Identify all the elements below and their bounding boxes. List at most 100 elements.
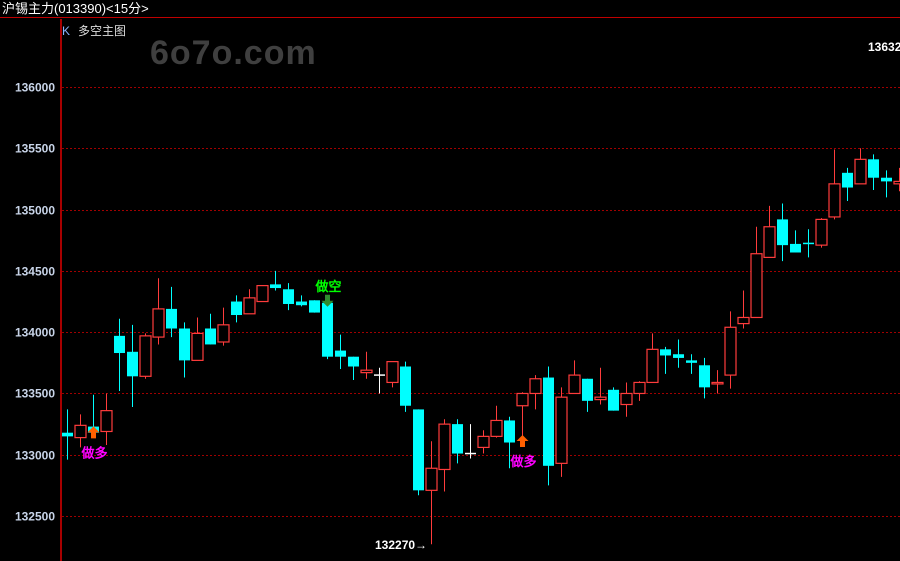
candle-body: [231, 301, 242, 316]
candle: [477, 430, 490, 454]
candle: [608, 387, 619, 411]
candle-body: [660, 349, 671, 356]
candle-body: [504, 420, 515, 443]
candle-body: [646, 348, 659, 384]
y-tick-label: 136000: [15, 81, 55, 95]
arrow-up-icon: [87, 426, 100, 439]
candle-body: [283, 289, 294, 304]
long-signal-label: 做多: [81, 445, 108, 461]
candle: [465, 424, 476, 459]
y-tick-label: 134000: [15, 326, 55, 340]
candle: [114, 318, 125, 392]
candle-body: [686, 360, 697, 363]
candle: [425, 441, 438, 545]
candle: [620, 382, 633, 417]
candle: [335, 334, 346, 369]
candle: [413, 409, 424, 496]
y-tick-label: 134500: [15, 265, 55, 279]
candle-body: [699, 365, 710, 388]
arrow-down-icon: [321, 294, 334, 307]
candle: [660, 346, 671, 374]
candle: [62, 409, 73, 460]
watermark-logo: 6o7o.com: [150, 34, 317, 72]
candle-body: [490, 419, 503, 437]
candle: [686, 354, 697, 374]
candle-body: [842, 172, 853, 188]
candle: [191, 317, 204, 361]
indicator-label[interactable]: K 多空主图: [62, 22, 126, 39]
candle-body: [608, 389, 619, 411]
candle: [452, 419, 463, 464]
candle: [243, 289, 256, 315]
candle: [296, 295, 307, 307]
short-signal-label: 做空: [315, 279, 342, 295]
candle-body: [348, 356, 359, 367]
candle: [283, 283, 294, 311]
candle-body: [803, 242, 814, 245]
candle: [270, 270, 281, 291]
candle-body: [555, 396, 568, 464]
candle: [490, 405, 503, 438]
candle-body: [620, 392, 633, 406]
candle-body: [763, 226, 776, 259]
candle-body: [74, 424, 87, 439]
candle-body: [205, 328, 216, 345]
candle-body: [477, 435, 490, 449]
candle-body: [191, 332, 204, 361]
candle: [828, 149, 841, 220]
candle: [100, 393, 113, 445]
candle-body: [582, 378, 593, 401]
candle: [529, 375, 542, 410]
candle: [724, 311, 737, 389]
candle: [815, 218, 828, 248]
candle-body: [790, 243, 801, 253]
candle: [152, 278, 165, 345]
candle-body: [139, 335, 152, 377]
candle: [699, 357, 710, 399]
candle: [881, 170, 892, 198]
candle: [231, 295, 242, 323]
candle: [790, 230, 801, 253]
indicator-k: K: [62, 24, 71, 38]
candle: [842, 167, 853, 202]
y-tick-label: 133000: [15, 449, 55, 463]
candle: [348, 356, 359, 380]
candle: [673, 339, 684, 368]
candle: [543, 366, 554, 486]
candle-body: [543, 377, 554, 466]
candle-body: [881, 177, 892, 182]
candle-body: [270, 284, 281, 289]
candle-body: [179, 328, 190, 361]
candle: [893, 167, 900, 192]
candle: [74, 414, 87, 448]
low-marker-label: 132270→: [375, 538, 427, 552]
candle-body: [100, 410, 113, 433]
candle-body: [724, 326, 737, 376]
candle: [803, 229, 814, 258]
candle-body: [243, 297, 256, 315]
candle: [386, 361, 399, 388]
candle: [179, 322, 190, 378]
candle-body: [438, 423, 451, 471]
candle: [568, 360, 581, 395]
candle: [360, 351, 373, 379]
chart-title: 沪锡主力(013390)<15分>: [0, 0, 900, 18]
candle-body: [868, 159, 879, 178]
candle: [374, 367, 385, 394]
candle: [504, 416, 515, 469]
candle: [750, 226, 763, 319]
candle-body: [386, 361, 399, 384]
arrow-up-icon: [516, 434, 529, 447]
candle: [205, 313, 216, 345]
candle: [127, 324, 138, 407]
candle: [256, 284, 269, 303]
long-signal-label: 做多: [510, 454, 537, 470]
candle-body: [893, 180, 900, 185]
candle: [555, 387, 568, 477]
candle-body: [673, 354, 684, 358]
candle: [139, 333, 152, 379]
candle-body: [425, 467, 438, 491]
candle-body: [737, 316, 750, 325]
candle: [763, 205, 776, 259]
